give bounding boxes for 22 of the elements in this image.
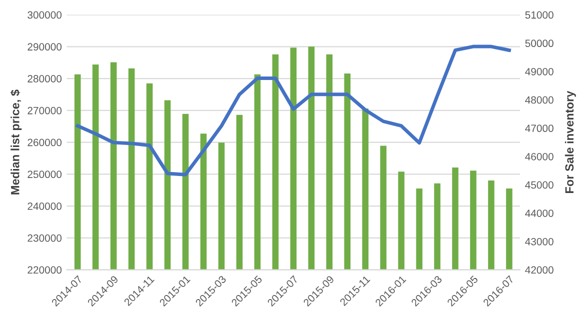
y-tick-label: 250000 (28, 170, 62, 178)
y-axis-title: Median list price, $ (10, 90, 22, 194)
y2-tick-label: 48000 (525, 96, 554, 104)
line-series (76, 44, 511, 176)
y2-tick-label: 42000 (525, 266, 554, 274)
y-tick-label: 240000 (28, 202, 62, 210)
y2-axis-title: For Sale inventory (564, 90, 576, 193)
y2-tick-label: 43000 (525, 238, 554, 246)
y-tick-label: 270000 (28, 106, 62, 114)
y-tick-label: 260000 (28, 138, 62, 146)
y-tick-label: 230000 (28, 234, 62, 242)
y-tick-label: 280000 (28, 75, 62, 82)
y-tick-label: 300000 (28, 11, 62, 19)
y2-tick-label: 46000 (525, 152, 554, 160)
y2-tick-label: 51000 (525, 11, 554, 19)
y2-tick-label: 47000 (525, 124, 554, 132)
y-tick-label: 220000 (28, 266, 62, 274)
y2-tick-label: 49000 (525, 68, 554, 76)
y2-tick-label: 45000 (525, 181, 554, 189)
y2-tick-label: 44000 (525, 210, 554, 217)
y-tick-label: 290000 (28, 43, 62, 51)
y2-tick-label: 50000 (525, 40, 554, 48)
